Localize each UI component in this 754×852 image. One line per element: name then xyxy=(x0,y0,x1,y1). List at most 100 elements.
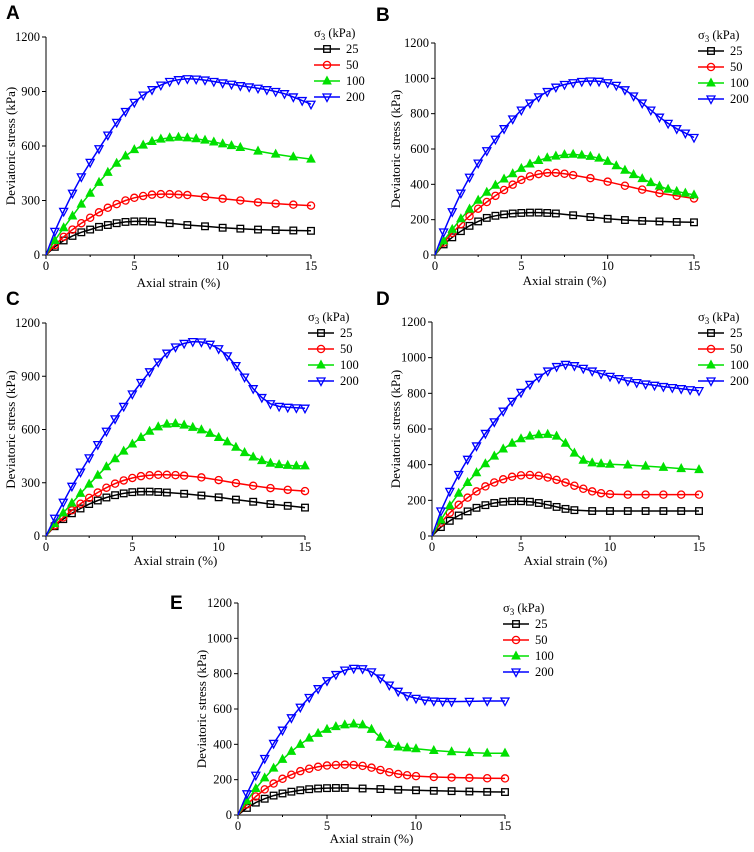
data-point-100 xyxy=(155,133,166,143)
x-tick-label: 15 xyxy=(305,259,318,273)
data-point-100 xyxy=(471,467,482,477)
data-point-100 xyxy=(499,173,509,183)
data-point-50 xyxy=(300,486,310,496)
data-point-50 xyxy=(162,470,172,480)
data-point-200 xyxy=(304,693,315,704)
data-point-200 xyxy=(464,697,475,708)
data-point-50 xyxy=(637,185,647,194)
data-point-100 xyxy=(94,176,104,186)
data-point-25 xyxy=(145,487,154,496)
data-point-100 xyxy=(402,742,412,752)
data-point-25 xyxy=(412,786,420,795)
series-line-200 xyxy=(45,340,306,537)
data-point-200 xyxy=(507,397,518,408)
data-point-100 xyxy=(516,162,527,172)
data-point-200 xyxy=(321,677,333,687)
data-point-50 xyxy=(429,772,439,782)
data-point-200 xyxy=(437,697,448,708)
data-point-25 xyxy=(323,784,331,793)
data-point-200 xyxy=(259,754,270,765)
data-point-100 xyxy=(213,431,224,441)
data-point-200 xyxy=(274,402,285,413)
data-point-200 xyxy=(658,382,669,393)
data-point-200 xyxy=(297,96,308,107)
data-point-50 xyxy=(491,191,500,201)
series-line-200 xyxy=(45,78,312,256)
data-point-25 xyxy=(695,507,703,515)
data-point-25 xyxy=(561,504,570,513)
data-point-100 xyxy=(585,150,596,160)
data-point-100 xyxy=(551,430,562,440)
data-point-50 xyxy=(552,475,561,485)
data-point-25 xyxy=(77,228,86,237)
data-point-200 xyxy=(213,345,224,355)
data-point-100 xyxy=(489,450,500,460)
data-point-50 xyxy=(676,490,686,499)
data-point-100 xyxy=(226,140,237,150)
data-point-25 xyxy=(260,794,269,803)
data-point-100 xyxy=(578,454,589,464)
legend-label-200: 200 xyxy=(730,374,749,388)
data-point-100 xyxy=(568,148,578,158)
y-tick-label: 400 xyxy=(410,177,429,191)
series-50 xyxy=(434,168,699,256)
panel-b: B 0 5 10 15 0 200 400 600 800 1000 1200 Axial strain… xyxy=(376,5,749,288)
data-point-50 xyxy=(171,470,180,480)
y-tick-label: 1000 xyxy=(404,71,429,85)
data-point-100 xyxy=(464,747,475,757)
data-point-50 xyxy=(103,203,113,213)
y-tick-label: 1200 xyxy=(15,316,40,330)
data-point-50 xyxy=(517,175,526,185)
data-point-200 xyxy=(498,125,510,135)
legend-marker-200 xyxy=(705,377,717,387)
data-point-25 xyxy=(289,226,298,235)
data-point-200 xyxy=(410,694,422,705)
legend-marker-100 xyxy=(706,359,716,369)
data-point-200 xyxy=(288,93,299,103)
data-point-50 xyxy=(77,218,86,228)
data-point-200 xyxy=(455,189,466,200)
data-point-200 xyxy=(447,208,458,218)
data-point-200 xyxy=(446,697,457,708)
data-point-200 xyxy=(569,362,580,372)
y-tick-label: 1200 xyxy=(404,36,429,50)
data-point-100 xyxy=(322,723,332,733)
data-point-50 xyxy=(313,762,323,772)
data-point-200 xyxy=(144,368,155,378)
data-point-200 xyxy=(222,352,233,362)
data-point-25 xyxy=(283,501,292,510)
data-point-200 xyxy=(667,383,678,394)
x-tick-label: 5 xyxy=(131,259,137,273)
series-100 xyxy=(431,428,704,537)
legend-label-50: 50 xyxy=(730,60,743,74)
data-point-25 xyxy=(677,507,686,515)
data-point-200 xyxy=(204,340,216,351)
y-tick-label: 200 xyxy=(407,493,426,507)
x-tick-label: 15 xyxy=(688,259,701,273)
data-point-25 xyxy=(463,507,472,516)
data-point-100 xyxy=(288,151,299,161)
data-point-100 xyxy=(127,438,138,448)
data-point-25 xyxy=(231,495,240,504)
data-point-200 xyxy=(93,145,105,155)
data-point-25 xyxy=(296,786,305,795)
data-point-50 xyxy=(331,760,341,770)
data-point-25 xyxy=(552,502,561,511)
data-point-100 xyxy=(196,424,207,434)
data-point-25 xyxy=(603,214,612,223)
data-point-200 xyxy=(480,429,491,440)
data-point-200 xyxy=(628,92,639,102)
data-point-200 xyxy=(226,80,237,91)
series-200 xyxy=(434,77,700,256)
data-point-100 xyxy=(576,149,587,159)
data-point-200 xyxy=(444,487,455,498)
x-tick-label: 5 xyxy=(324,819,330,833)
data-point-50 xyxy=(266,483,275,493)
data-point-100 xyxy=(248,451,259,461)
data-point-200 xyxy=(235,82,246,92)
panel-label: D xyxy=(376,289,390,310)
y-tick-label: 1200 xyxy=(207,596,232,610)
data-point-100 xyxy=(473,194,483,204)
panel-d: D 0 5 10 15 0 200 400 600 800 1000 1200 Axial strain… xyxy=(376,289,749,568)
data-point-100 xyxy=(164,132,175,142)
